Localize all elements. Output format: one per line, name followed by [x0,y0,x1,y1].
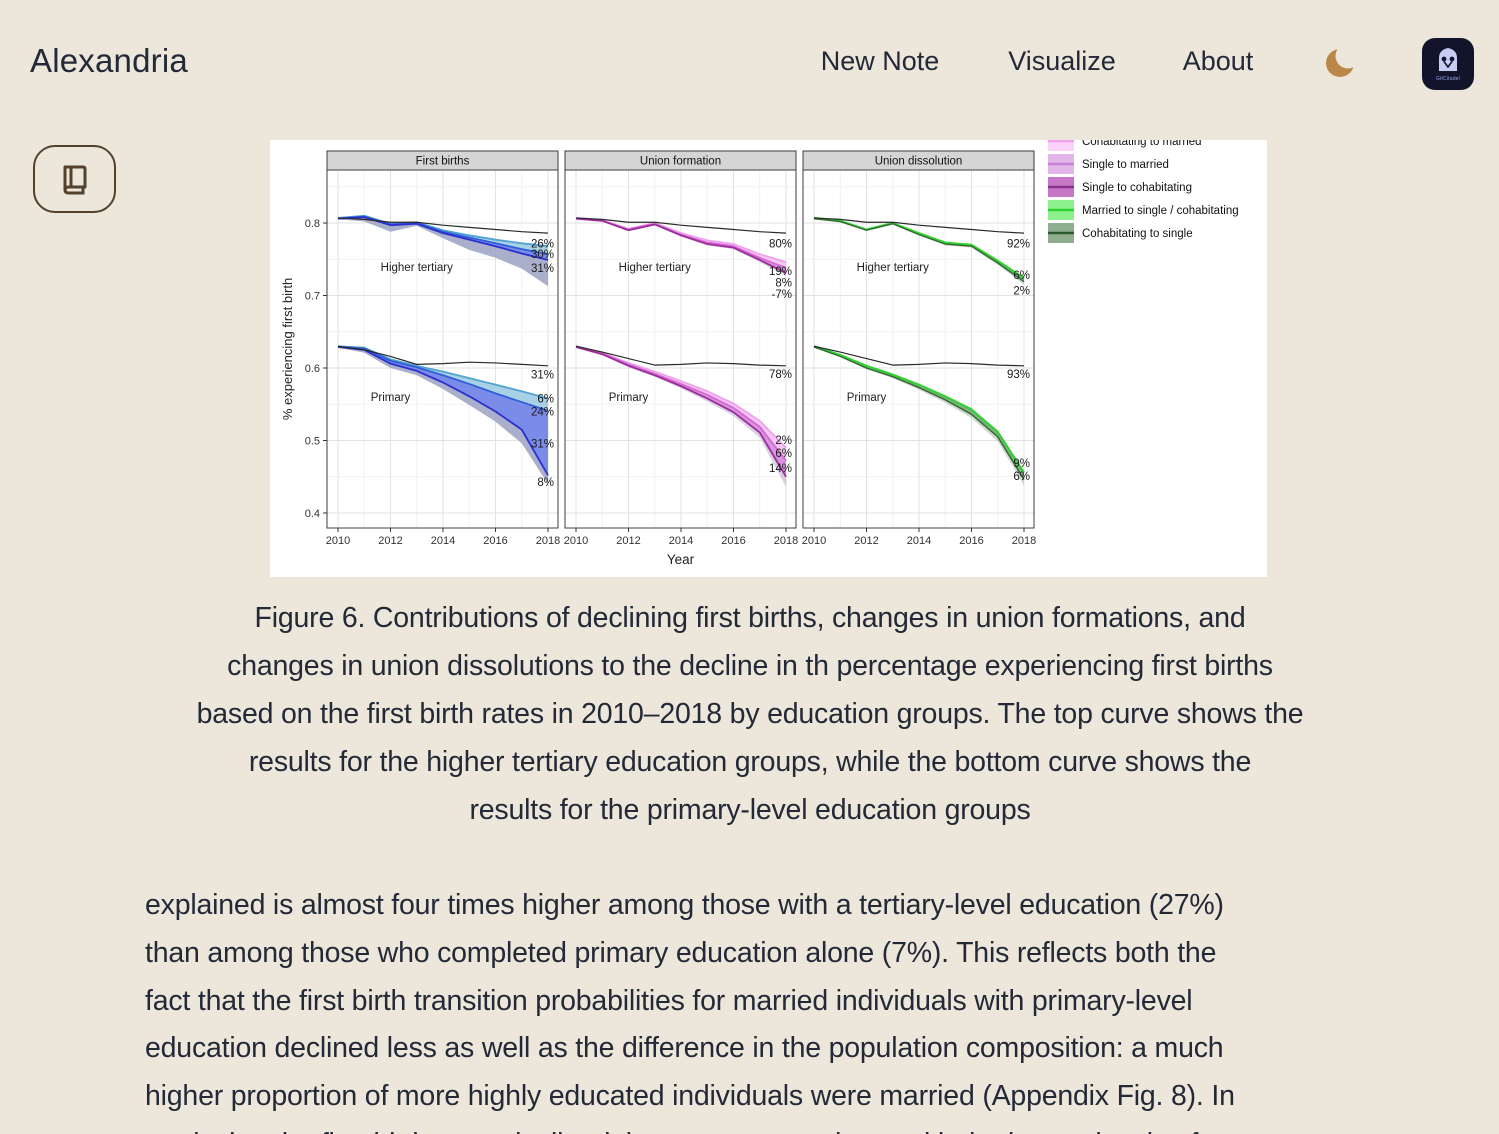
svg-text:Single to married: Single to married [1082,159,1169,171]
svg-text:31%: 31% [531,263,554,275]
svg-text:2012: 2012 [854,535,878,547]
svg-text:Union dissolution: Union dissolution [875,156,963,168]
svg-text:First births: First births [416,156,470,168]
svg-text:92%: 92% [1007,238,1030,250]
svg-text:2014: 2014 [907,535,931,547]
svg-text:0.4: 0.4 [305,508,320,520]
svg-text:2018: 2018 [1012,535,1036,547]
svg-text:8%: 8% [775,277,792,289]
svg-text:14%: 14% [769,463,792,475]
svg-text:31%: 31% [531,370,554,382]
app-badge[interactable]: GitCitadel [1422,38,1474,90]
svg-text:0.5: 0.5 [305,436,320,448]
svg-text:2010: 2010 [326,535,350,547]
text-line: than among those who completed primary e… [145,936,1217,969]
svg-text:2010: 2010 [802,535,826,547]
svg-text:Primary: Primary [609,392,649,404]
text-line: higher proportion of more highly educate… [145,1080,1235,1113]
svg-text:30%: 30% [531,249,554,261]
svg-text:Year: Year [667,552,695,567]
svg-text:31%: 31% [531,438,554,450]
svg-text:Single to cohabitating: Single to cohabitating [1082,182,1192,194]
svg-text:0.6: 0.6 [305,363,320,375]
nav-new-note[interactable]: New Note [820,46,940,76]
svg-text:0.7: 0.7 [305,291,320,303]
svg-text:Married to single / cohabitati: Married to single / cohabitating [1082,205,1239,217]
svg-text:9%: 9% [1013,458,1030,470]
svg-text:Cohabitating to single: Cohabitating to single [1082,228,1193,240]
svg-text:8%: 8% [537,477,554,489]
reader-mode-button[interactable] [33,145,116,213]
text-line: Figure 6. Contributions of declining fir… [254,602,1246,634]
text-line: results for the higher tertiary educatio… [248,746,1252,778]
book-icon [63,165,86,195]
svg-text:-7%: -7% [772,289,792,301]
svg-text:2012: 2012 [378,535,402,547]
text-line: based on the first birth rates in 2010–2… [196,698,1304,730]
svg-text:78%: 78% [769,369,792,381]
svg-text:93%: 93% [1007,369,1030,381]
theme-toggle-button[interactable] [1322,42,1362,82]
svg-text:0.8: 0.8 [305,218,320,230]
app-badge-label: GitCitadel [1436,75,1460,82]
moon-icon [1326,43,1361,77]
svg-text:80%: 80% [769,238,792,250]
svg-text:2016: 2016 [483,535,507,547]
svg-text:2018: 2018 [774,535,798,547]
svg-text:2010: 2010 [564,535,588,547]
text-line: results for the primary-level education … [469,794,1031,826]
svg-text:Primary: Primary [371,392,411,404]
svg-text:6%: 6% [1013,471,1030,483]
nav-about[interactable]: About [1182,46,1254,76]
svg-text:2016: 2016 [959,535,983,547]
text-line: education declined less as well as the d… [145,1032,1224,1065]
svg-text:Higher tertiary: Higher tertiary [857,262,929,274]
svg-text:24%: 24% [531,407,554,419]
svg-text:2012: 2012 [616,535,640,547]
figure-caption: Figure 6. Contributions of declining fir… [105,594,1395,834]
gitcitadel-logo-icon [1439,47,1457,71]
text-line: fact that the first birth transition pro… [145,984,1193,1017]
brand-title[interactable]: Alexandria [30,42,188,79]
text-line: explained is almost four times higher am… [145,889,1224,921]
svg-text:Higher tertiary: Higher tertiary [619,262,691,274]
svg-text:6%: 6% [775,448,792,460]
article-paragraph: explained is almost four times higher am… [145,882,1445,1134]
svg-text:Higher tertiary: Higher tertiary [381,262,453,274]
svg-text:2016: 2016 [721,535,745,547]
svg-text:6%: 6% [1013,270,1030,282]
text-line: changes in union dissolutions to the dec… [227,650,1273,682]
nav-visualize[interactable]: Visualize [1008,46,1116,76]
figure-6-chart: 26% 30% 31% Higher tertiary 31% 6% 24% 31% 8% Pri… [270,140,1267,577]
text-line: particular, the first birth rates declin… [145,1121,1445,1134]
svg-text:2018: 2018 [536,535,560,547]
svg-text:2%: 2% [1013,285,1030,297]
svg-text:6%: 6% [537,393,554,405]
svg-text:Cohabitating to married: Cohabitating to married [1082,140,1202,148]
svg-text:2014: 2014 [669,535,693,547]
svg-text:26%: 26% [531,238,554,250]
svg-text:2%: 2% [775,435,792,447]
svg-text:19%: 19% [769,266,792,278]
svg-text:% experiencing first birth: % experiencing first birth [280,278,295,420]
svg-text:2014: 2014 [431,535,455,547]
svg-text:Primary: Primary [847,392,887,404]
svg-text:Union formation: Union formation [640,156,721,168]
faceted-line-chart: 26%30% 31% Higher tertiary 31% 6% 24% 31% 8% Pri… [280,140,1239,567]
